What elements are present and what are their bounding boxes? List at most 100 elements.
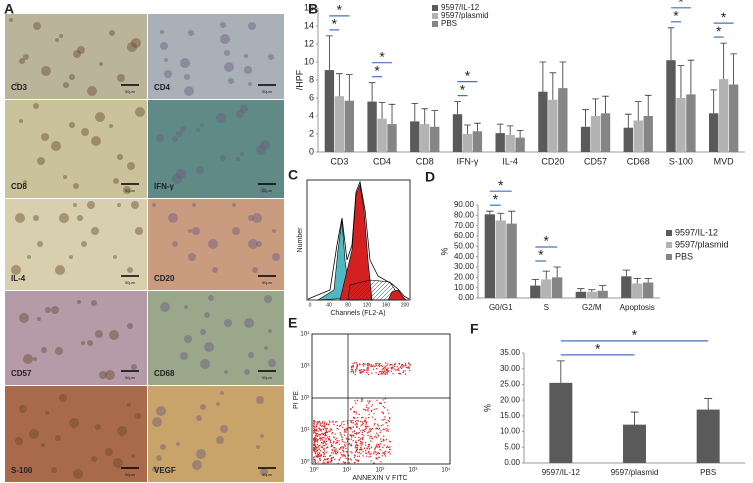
cell: [51, 141, 61, 151]
event: [328, 438, 330, 440]
event: [352, 369, 354, 371]
event: [330, 461, 332, 463]
event: [361, 441, 363, 443]
event: [371, 372, 373, 374]
event: [343, 446, 345, 448]
event: [364, 428, 366, 430]
event: [315, 428, 318, 430]
bar: [558, 88, 568, 152]
event: [384, 452, 386, 455]
cell: [192, 460, 202, 470]
micrograph: [5, 100, 147, 198]
event: [313, 444, 315, 446]
error-bar: [553, 266, 561, 278]
cell: [248, 82, 252, 86]
event: [386, 373, 388, 375]
event: [350, 445, 353, 447]
event: [332, 445, 334, 447]
cell: [77, 300, 81, 304]
event: [378, 363, 380, 366]
y-tick-label: 10³: [301, 364, 310, 370]
event: [358, 413, 360, 416]
event: [370, 410, 372, 412]
cell: [164, 70, 172, 78]
event: [344, 455, 346, 458]
event: [314, 461, 317, 464]
event: [356, 432, 358, 434]
cell: [244, 54, 248, 58]
error-bar: [677, 65, 685, 98]
event: [368, 450, 370, 453]
cell: [117, 426, 127, 436]
cell: [73, 203, 77, 207]
event: [324, 453, 326, 455]
event: [357, 432, 360, 434]
cell: [113, 255, 117, 259]
event: [355, 444, 357, 446]
error-bar: [508, 210, 516, 224]
event: [367, 416, 370, 419]
event: [378, 365, 381, 367]
x-tick-label: PBS: [700, 468, 716, 477]
event: [330, 460, 332, 462]
cell: [55, 435, 61, 441]
event: [381, 373, 384, 375]
event: [313, 432, 315, 434]
event: [351, 431, 353, 433]
event: [354, 455, 357, 457]
cell: [236, 157, 240, 161]
event: [350, 451, 352, 453]
cell: [184, 305, 188, 309]
x-tick-label: MVD: [714, 156, 735, 166]
x-tick-label: CD4: [373, 156, 391, 166]
event: [321, 446, 323, 449]
event: [320, 423, 322, 425]
event: [345, 447, 347, 450]
significance-star: *: [632, 327, 638, 343]
event: [330, 454, 332, 457]
event: [323, 452, 325, 454]
event: [367, 407, 369, 409]
cell: [91, 300, 97, 306]
event: [321, 462, 324, 464]
event: [357, 455, 359, 457]
event: [322, 433, 324, 436]
event: [333, 423, 335, 426]
event: [382, 412, 384, 415]
event: [328, 439, 330, 441]
event: [367, 410, 369, 412]
event: [324, 455, 326, 458]
error-bar: [624, 113, 632, 128]
event: [313, 420, 315, 422]
event: [327, 458, 329, 460]
cell: [168, 213, 178, 223]
event: [327, 460, 329, 462]
event: [381, 411, 383, 413]
event: [402, 371, 404, 374]
event: [322, 439, 324, 441]
event: [315, 425, 318, 427]
event: [366, 368, 368, 370]
event: [354, 441, 357, 443]
event: [369, 430, 372, 432]
event: [366, 427, 368, 429]
event: [357, 460, 359, 462]
legend-swatch: [432, 21, 438, 27]
event: [363, 429, 365, 432]
event: [389, 448, 391, 451]
bar: [709, 113, 719, 152]
event: [326, 431, 328, 433]
event: [327, 436, 329, 438]
cell: [73, 183, 79, 189]
event: [313, 439, 315, 441]
event: [343, 424, 345, 426]
event: [361, 398, 363, 400]
event: [367, 363, 369, 365]
event: [318, 427, 320, 429]
event: [369, 428, 371, 430]
event: [349, 420, 351, 422]
event: [380, 440, 382, 443]
event: [369, 437, 371, 439]
event: [393, 368, 395, 370]
event: [319, 450, 322, 452]
